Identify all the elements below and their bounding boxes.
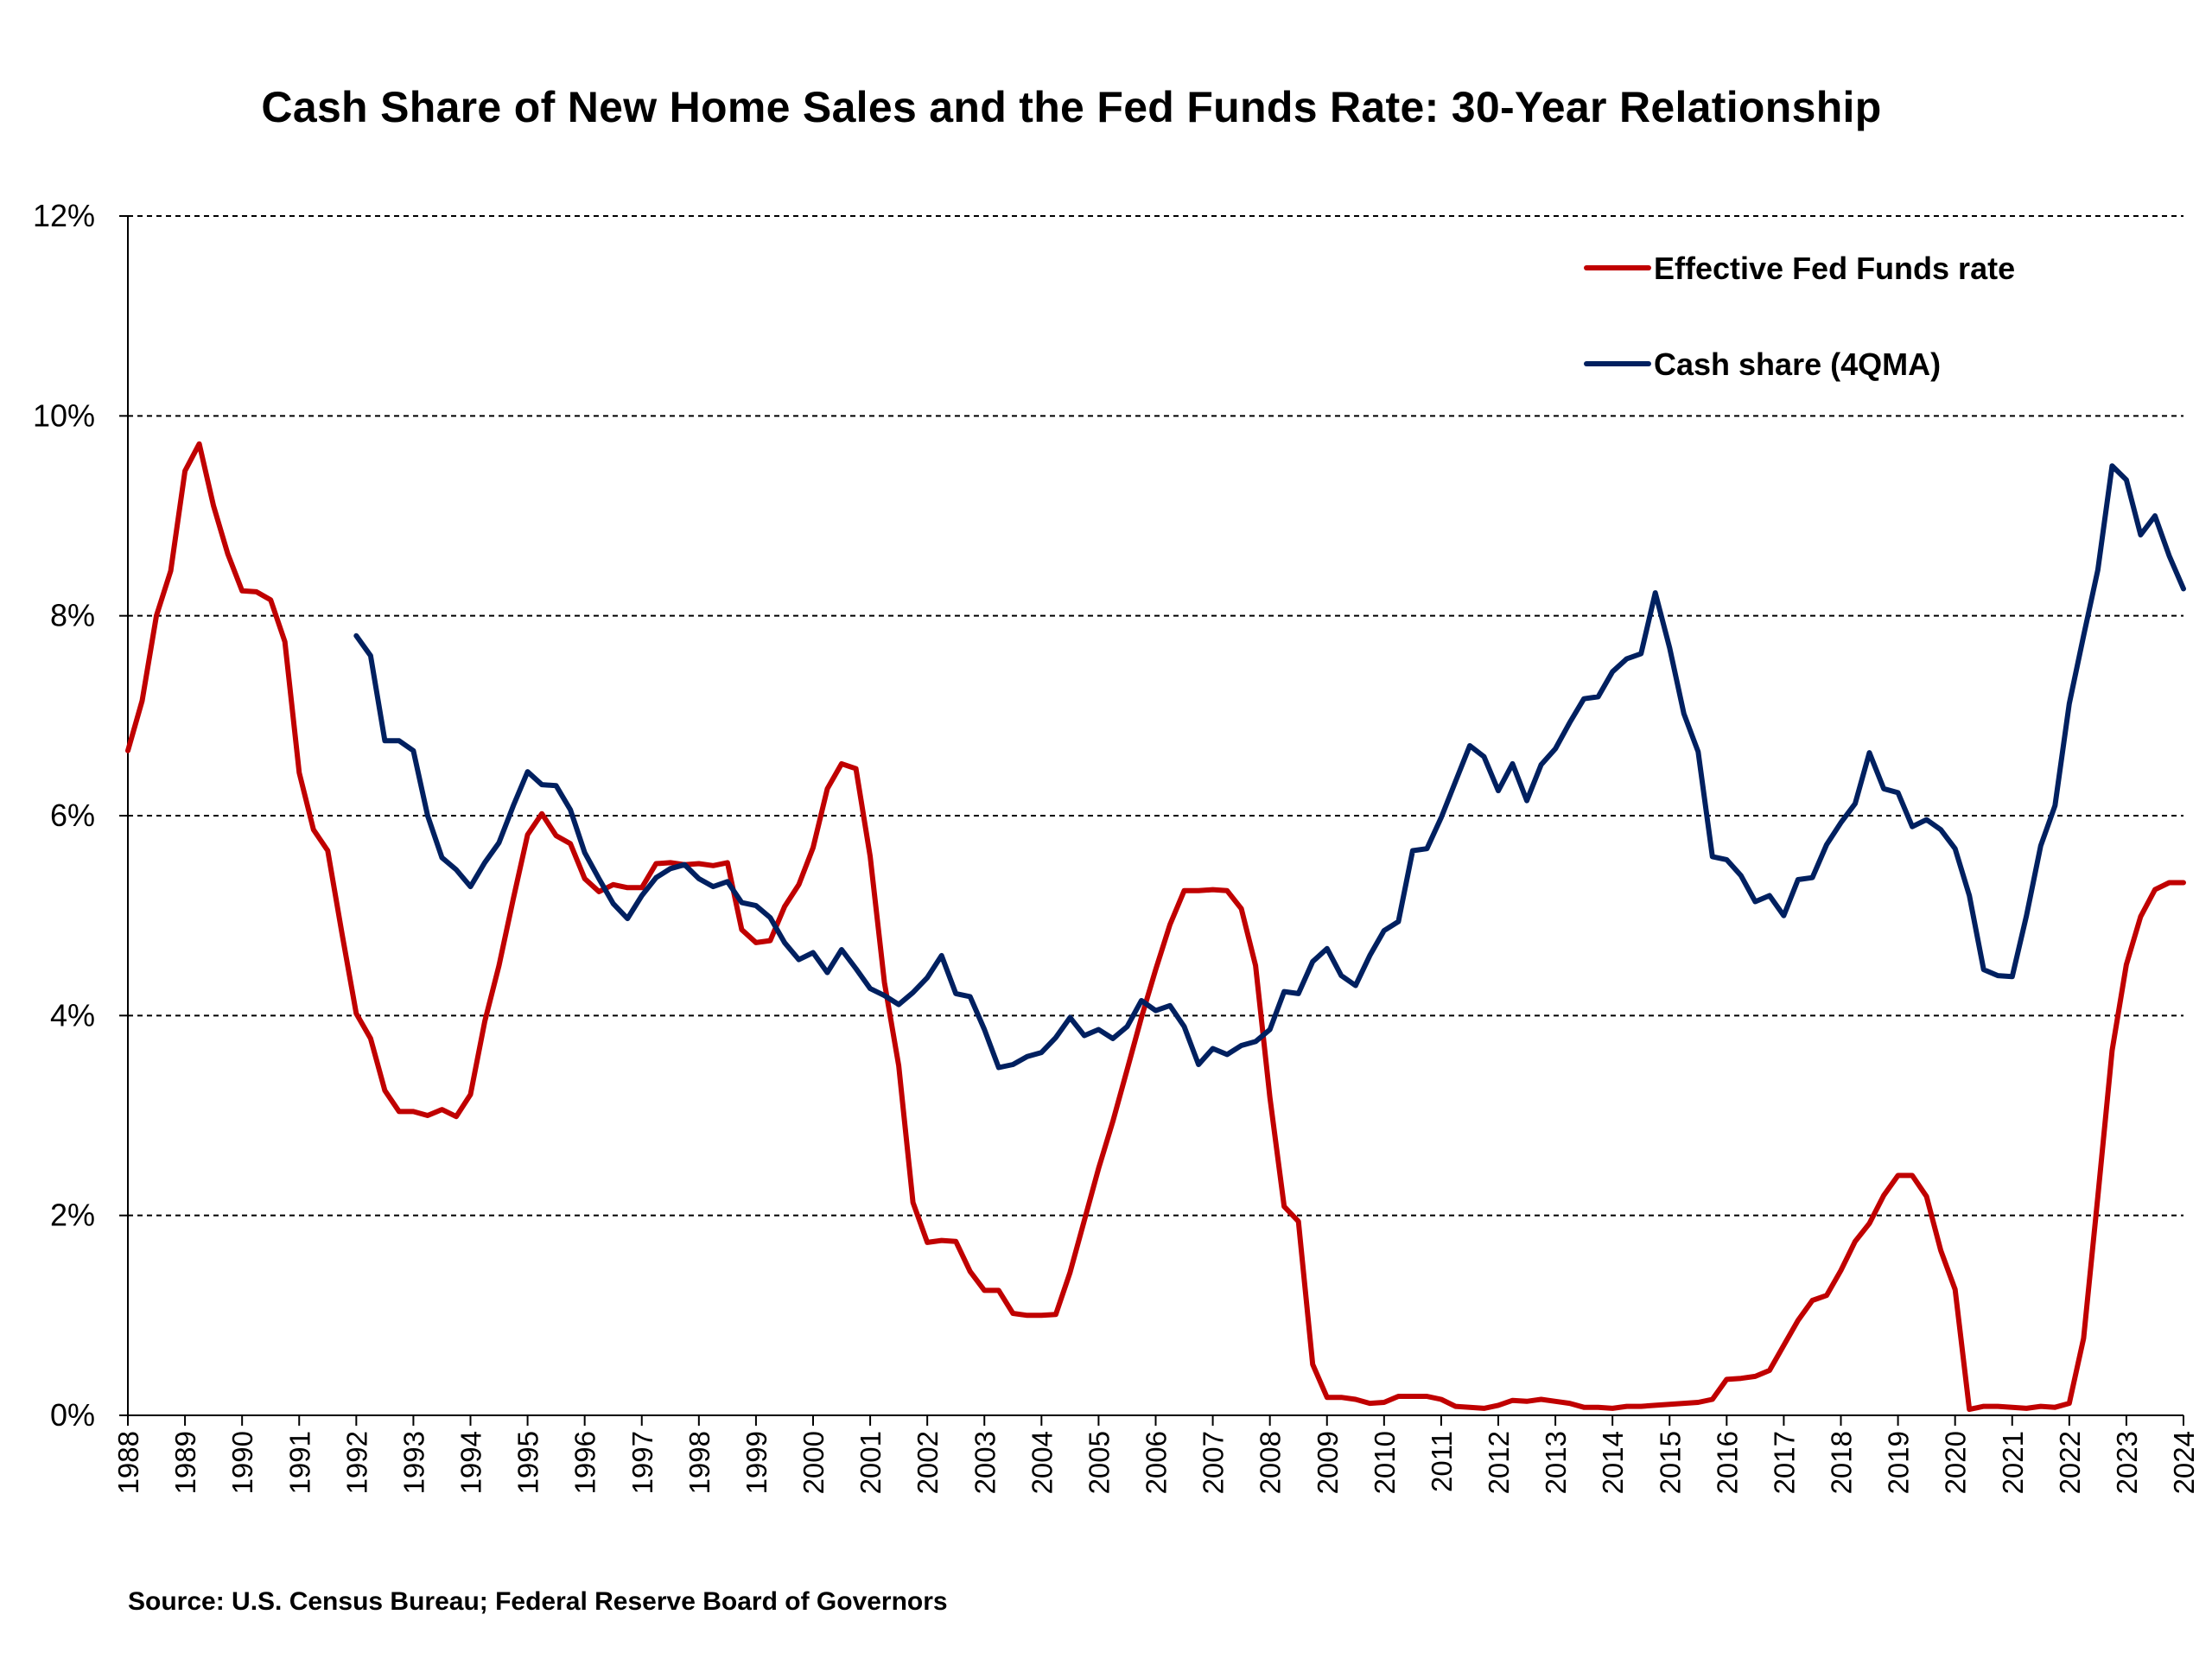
x-tick-label: 2008	[1255, 1431, 1287, 1494]
x-tick-label: 2010	[1369, 1431, 1401, 1494]
x-tick-label: 2007	[1198, 1431, 1230, 1494]
x-tick-label: 1995	[512, 1431, 544, 1494]
x-tick-label: 1989	[169, 1431, 201, 1494]
source-note: Source: U.S. Census Bureau; Federal Rese…	[128, 1587, 948, 1616]
x-tick-label: 2016	[1711, 1431, 1743, 1494]
x-tick-label: 1999	[741, 1431, 772, 1494]
x-tick-label: 2014	[1597, 1431, 1629, 1494]
x-tick-label: 2002	[912, 1431, 944, 1494]
y-tick-label: 4%	[50, 997, 95, 1033]
x-tick-label: 1997	[626, 1431, 658, 1494]
series-line-fed-funds-rate	[125, 441, 2186, 1413]
x-tick-label: 2021	[1997, 1431, 2029, 1494]
y-tick-label: 10%	[33, 397, 95, 433]
x-tick-label: 2003	[969, 1431, 1001, 1494]
x-tick-label: 2013	[1540, 1431, 1572, 1494]
y-tick-label: 0%	[50, 1397, 95, 1433]
x-tick-label: 2000	[798, 1431, 830, 1494]
x-tick-label: 2012	[1483, 1431, 1515, 1494]
x-tick-label: 2017	[1768, 1431, 1800, 1494]
y-tick-label: 6%	[50, 798, 95, 833]
axes	[119, 215, 2184, 1426]
x-tick-label: 2005	[1083, 1431, 1115, 1494]
x-tick-label: 2009	[1312, 1431, 1344, 1494]
x-tick-label: 1992	[340, 1431, 372, 1494]
chart-title: Cash Share of New Home Sales and the Fed…	[261, 83, 1882, 131]
x-tick-label: 2004	[1026, 1431, 1058, 1494]
x-tick-label: 2006	[1141, 1431, 1173, 1494]
x-tick-label: 2001	[855, 1431, 887, 1494]
y-tick-label: 2%	[50, 1198, 95, 1233]
series-lines	[125, 441, 2186, 1413]
y-tick-label: 8%	[50, 598, 95, 633]
y-tick-label: 12%	[33, 198, 95, 233]
x-tick-label: 2020	[1940, 1431, 1972, 1494]
x-tick-label: 1993	[397, 1431, 429, 1494]
x-tick-label: 1990	[226, 1431, 258, 1494]
x-tick-label: 2022	[2054, 1431, 2086, 1494]
legend-label-cash-share: Cash share (4QMA)	[1654, 346, 1941, 382]
legend-label-fed-funds: Effective Fed Funds rate	[1654, 251, 2015, 286]
y-axis-tick-labels: 0% 2% 4% 6% 8% 10% 12%	[33, 198, 95, 1433]
x-tick-label: 1991	[283, 1431, 315, 1494]
x-tick-label: 2024	[2168, 1431, 2200, 1494]
x-tick-label: 1996	[569, 1431, 601, 1494]
x-tick-label: 2015	[1654, 1431, 1686, 1494]
x-axis-tick-labels: 1988 1989 1990 1991 1992 1993 1994 1995 1996 1997…	[112, 1431, 2200, 1494]
x-tick-label: 1988	[112, 1431, 144, 1494]
x-tick-label: 1998	[683, 1431, 715, 1494]
series-line-cash-share	[353, 463, 2186, 1071]
legend: Effective Fed Funds rate Cash share (4QMA…	[1584, 251, 2015, 382]
x-tick-label: 2011	[1426, 1431, 1458, 1492]
gridlines	[128, 215, 2183, 1217]
x-tick-label: 2018	[1826, 1431, 1858, 1494]
x-tick-label: 2023	[2111, 1431, 2143, 1494]
x-tick-label: 1994	[455, 1431, 487, 1494]
x-tick-label: 2019	[1883, 1431, 1915, 1494]
